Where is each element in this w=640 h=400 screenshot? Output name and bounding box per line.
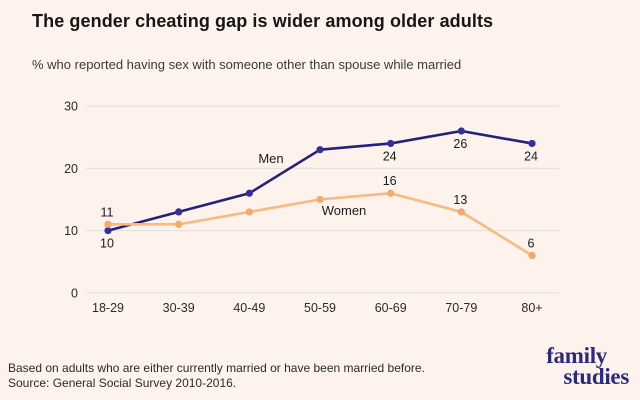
value-label-women-70-79: 13 <box>453 193 467 207</box>
x-tick-label: 80+ <box>521 301 542 315</box>
women-data-point <box>457 208 465 216</box>
women-data-point <box>528 251 536 260</box>
y-tick-label: 20 <box>64 162 78 176</box>
value-label-women-18-29: 11 <box>101 205 114 219</box>
men-data-point <box>387 139 395 148</box>
x-tick-label: 18-29 <box>92 301 124 315</box>
chart-title: The gender cheating gap is wider among o… <box>32 11 494 31</box>
footnote-line1: Based on adults who are either currently… <box>8 361 425 375</box>
value-label-women-80+: 6 <box>528 236 535 250</box>
value-label-men-70-79: 26 <box>453 137 467 151</box>
x-tick-label: 60-69 <box>375 301 407 315</box>
men-data-point <box>457 127 465 135</box>
men-data-point <box>245 189 253 197</box>
men-data-point <box>316 146 324 154</box>
logo-word-studies: studies <box>563 364 629 389</box>
x-tick-label: 70-79 <box>445 301 477 315</box>
women-data-point <box>387 189 395 197</box>
men-data-point <box>528 139 536 148</box>
value-label-women-60-69: 16 <box>383 174 397 188</box>
y-tick-label: 0 <box>71 286 78 300</box>
line-chart: 0 10 20 30 18-29 30-39 40-49 50-59 60-69 70-79 80+… <box>64 100 559 315</box>
x-tick-label: 30-39 <box>163 301 195 315</box>
series-label-women: Women <box>322 203 367 218</box>
women-data-point <box>316 195 324 204</box>
y-tick-label: 30 <box>64 100 78 114</box>
family-studies-logo: family studies <box>546 343 629 389</box>
series-label-men: Men <box>258 151 283 166</box>
women-data-point <box>175 220 183 228</box>
y-tick-label: 10 <box>64 224 78 238</box>
x-tick-label: 50-59 <box>304 301 336 315</box>
women-data-point <box>104 220 112 228</box>
footnote-source: Source: General Social Survey 2010-2016. <box>8 376 237 390</box>
footnote: Based on adults who are either currently… <box>8 361 425 391</box>
women-data-point <box>245 208 253 216</box>
logo-word-family: family <box>546 343 607 368</box>
value-label-men-80+: 24 <box>524 149 538 163</box>
value-label-men-18-29: 10 <box>100 237 114 251</box>
men-data-point <box>175 208 183 216</box>
x-tick-label: 40-49 <box>233 301 265 315</box>
value-label-men-60-69: 24 <box>383 149 397 163</box>
men-data-point <box>104 226 112 235</box>
chart-subtitle: % who reported having sex with someone o… <box>32 57 462 72</box>
